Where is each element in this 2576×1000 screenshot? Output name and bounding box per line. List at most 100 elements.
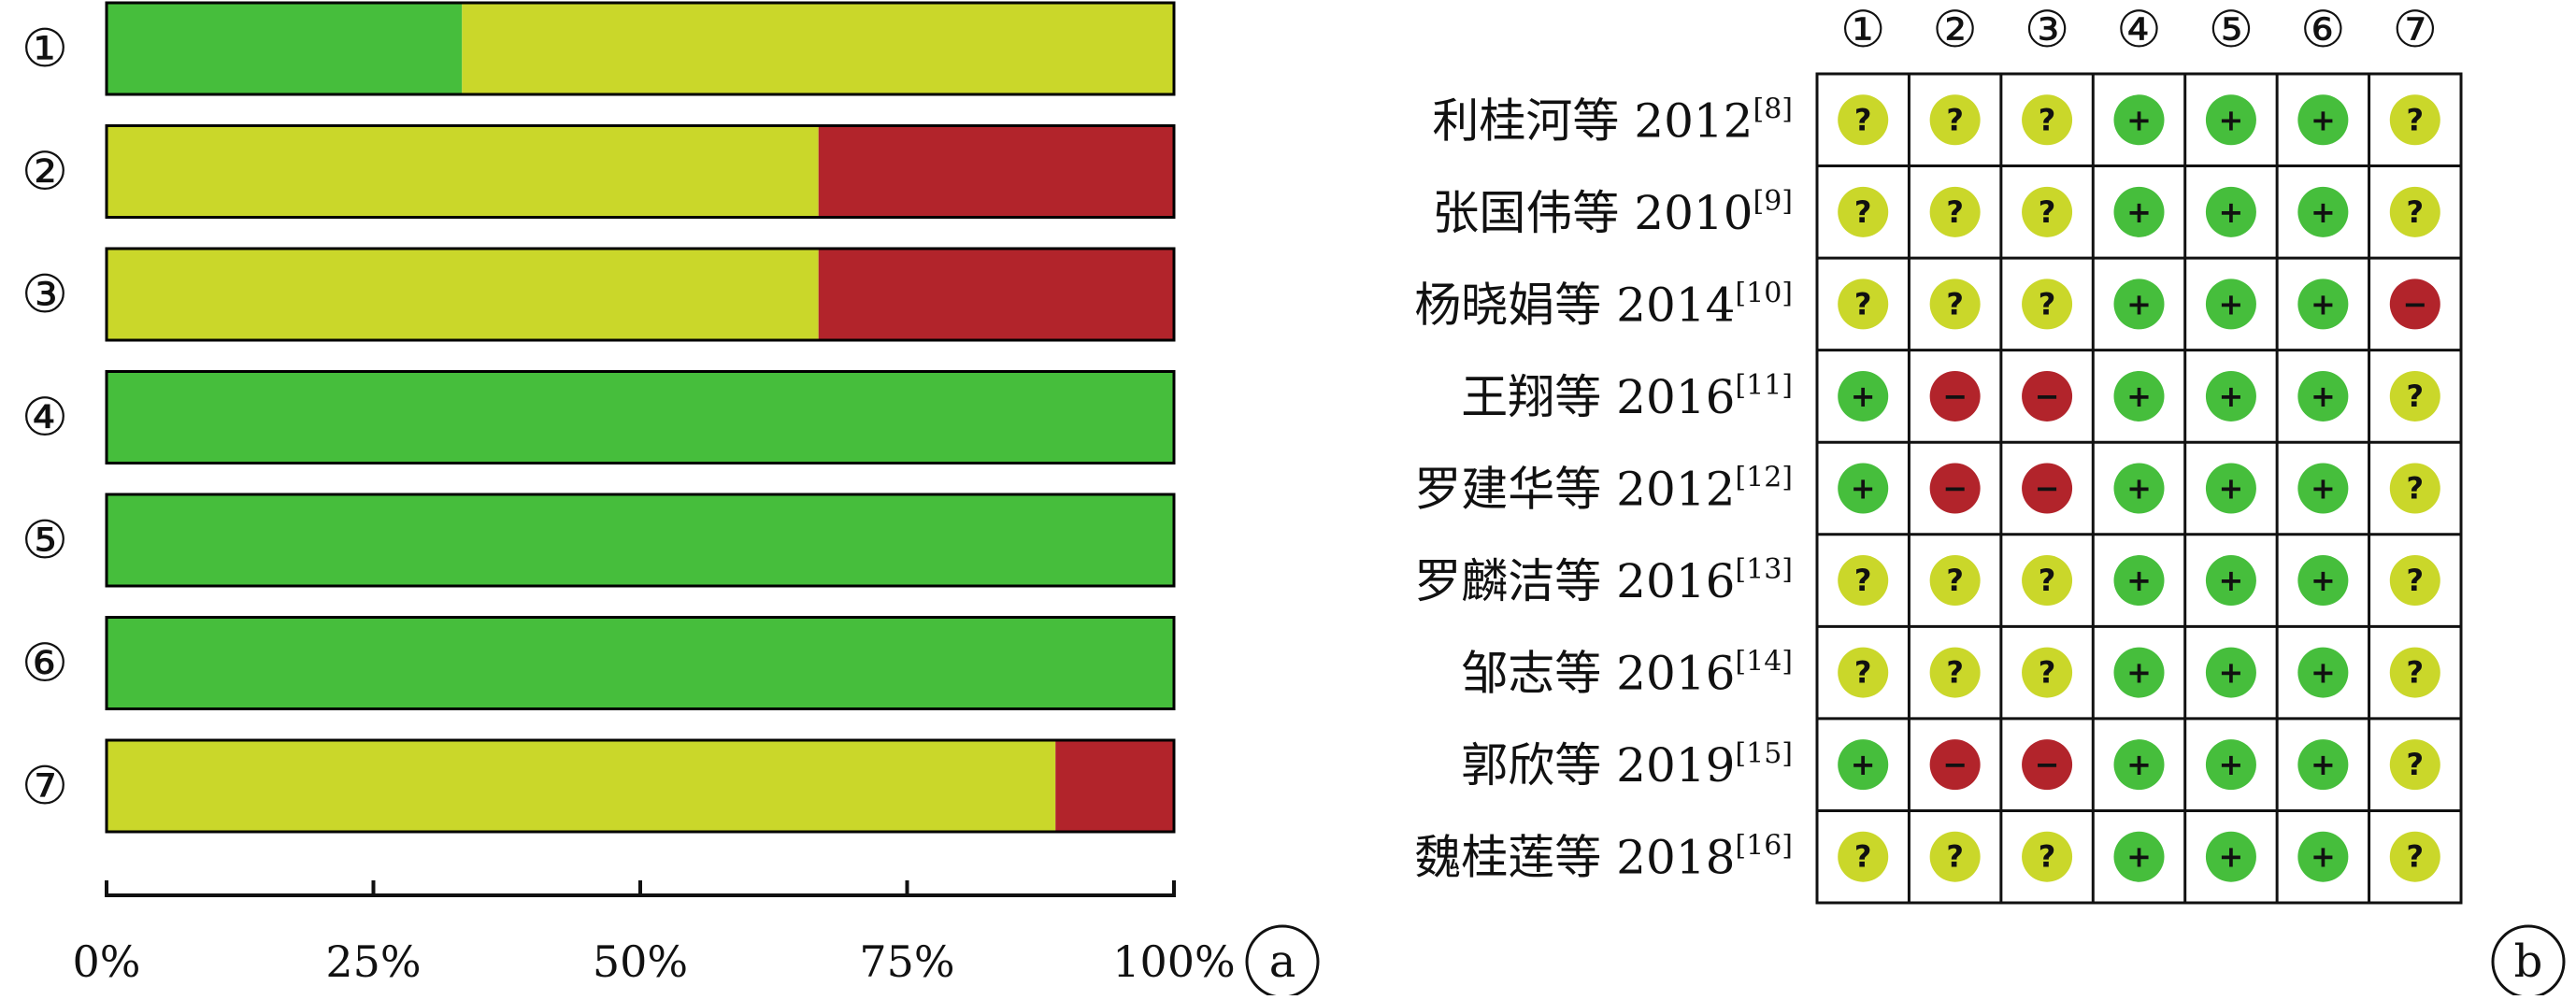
study-label: 罗建华等 2012[12] xyxy=(1414,462,1793,517)
question-icon: ? xyxy=(1946,655,1964,691)
plus-icon-bg xyxy=(2113,555,2165,607)
rating-high: − xyxy=(1929,739,1981,791)
category-label: ② xyxy=(21,142,68,203)
bar-segment-unclear xyxy=(107,125,819,218)
rating-unclear: ? xyxy=(1929,186,1981,237)
plus-icon-bg xyxy=(2113,94,2165,146)
bar-frame xyxy=(105,493,1176,588)
plus-icon-bg xyxy=(2297,555,2349,607)
plus-icon-bg xyxy=(2297,94,2349,146)
panel-label: b xyxy=(2514,936,2543,988)
study-name: 杨晓娟等 2014 xyxy=(1414,278,1735,332)
bar-frame xyxy=(105,1,1176,96)
question-icon: ? xyxy=(2039,563,2056,598)
rating-unclear: ? xyxy=(1838,647,1889,698)
plus-icon-bg xyxy=(2297,647,2349,698)
bar-frame xyxy=(105,616,1176,710)
panel-b-summary-table: ① ② ③ ④ ⑤ ⑥ ⑦ 利桂河等 2012[8]??? + + + ? 张国伟等 2010[9]??… xyxy=(1414,0,2566,999)
plus-icon-bg xyxy=(2205,647,2256,698)
question-icon: ? xyxy=(1946,102,1964,137)
column-header: ⑦ xyxy=(2393,0,2438,59)
bar-segment-unclear xyxy=(462,3,1174,94)
question-icon: ? xyxy=(2407,379,2425,414)
minus-icon-bg xyxy=(2022,739,2073,791)
category-label: ① xyxy=(21,19,68,79)
plus-icon: + xyxy=(2219,655,2244,691)
plus-icon-bg xyxy=(2113,647,2165,698)
rating-low: + xyxy=(2205,463,2256,514)
minus-icon-bg xyxy=(2022,463,2073,514)
study-name: 魏桂莲等 2018 xyxy=(1414,831,1735,885)
question-icon: ? xyxy=(2407,839,2425,875)
study-reference: [15] xyxy=(1735,737,1793,770)
column-header: ⑤ xyxy=(2209,0,2254,59)
plus-icon-bg xyxy=(2205,279,2256,330)
study-name: 邹志等 2016 xyxy=(1461,647,1735,701)
study-reference: [13] xyxy=(1735,553,1793,586)
bar-segment-low xyxy=(107,617,1174,709)
rating-low: + xyxy=(2113,647,2165,698)
question-icon-bg xyxy=(1929,555,1981,607)
question-icon-bg xyxy=(2022,555,2073,607)
rating-unclear: ? xyxy=(2389,186,2440,237)
rating-unclear: ? xyxy=(1838,831,1889,882)
bar-frame xyxy=(105,247,1176,342)
minus-icon-bg xyxy=(2022,370,2073,421)
rating-low: + xyxy=(2113,186,2165,237)
question-icon: ? xyxy=(1946,286,1964,321)
rating-high: − xyxy=(2022,739,2073,791)
plus-icon-bg xyxy=(2205,831,2256,882)
x-tick-label: 100% xyxy=(1112,936,1236,987)
plus-icon: + xyxy=(2311,102,2336,137)
rating-unclear: ? xyxy=(2389,739,2440,791)
rating-low: + xyxy=(1838,463,1889,514)
rating-unclear: ? xyxy=(2022,186,2073,237)
rating-low: + xyxy=(2113,831,2165,882)
rating-unclear: ? xyxy=(2389,647,2440,698)
rating-high: − xyxy=(2022,463,2073,514)
rating-low: + xyxy=(2205,186,2256,237)
question-icon-bg xyxy=(1929,279,1981,330)
minus-icon: − xyxy=(2035,747,2060,782)
question-icon: ? xyxy=(1854,194,1872,230)
question-icon-bg xyxy=(1838,555,1889,607)
plus-icon-bg xyxy=(2205,555,2256,607)
bar-segment-low xyxy=(107,494,1174,586)
rating-low: + xyxy=(2297,186,2349,237)
question-icon: ? xyxy=(2407,194,2425,230)
rating-unclear: ? xyxy=(2022,647,2073,698)
rating-unclear: ? xyxy=(1838,555,1889,607)
rating-low: + xyxy=(2297,463,2349,514)
plus-icon: + xyxy=(2126,747,2152,782)
plus-icon: + xyxy=(2126,655,2152,691)
plus-icon-bg xyxy=(2205,463,2256,514)
bar-frame xyxy=(105,370,1176,464)
rating-low: + xyxy=(2297,555,2349,607)
rating-low: + xyxy=(2205,279,2256,330)
rating-low: + xyxy=(2297,279,2349,330)
rating-low: + xyxy=(2205,555,2256,607)
question-icon: ? xyxy=(1946,563,1964,598)
study-reference: [12] xyxy=(1735,462,1793,494)
minus-icon: − xyxy=(2402,286,2427,321)
question-icon-bg xyxy=(2022,94,2073,146)
rating-low: + xyxy=(2113,739,2165,791)
plus-icon-bg xyxy=(2297,279,2349,330)
question-icon: ? xyxy=(1946,839,1964,875)
rating-unclear: ? xyxy=(2022,555,2073,607)
minus-icon-bg xyxy=(1929,370,1981,421)
study-label: 罗麟洁等 2016[13] xyxy=(1414,553,1793,608)
plus-icon: + xyxy=(2126,379,2152,414)
x-tick-label: 25% xyxy=(325,936,421,987)
study-reference: [11] xyxy=(1735,369,1793,402)
question-icon: ? xyxy=(2407,655,2425,691)
minus-icon: − xyxy=(1942,471,1968,507)
plus-icon: + xyxy=(2126,839,2152,875)
question-icon-bg xyxy=(1929,94,1981,146)
category-label: ⑦ xyxy=(21,756,68,817)
plus-icon: + xyxy=(2219,379,2244,414)
plus-icon: + xyxy=(2219,286,2244,321)
plus-icon: + xyxy=(2311,194,2336,230)
question-icon-bg xyxy=(1838,279,1889,330)
